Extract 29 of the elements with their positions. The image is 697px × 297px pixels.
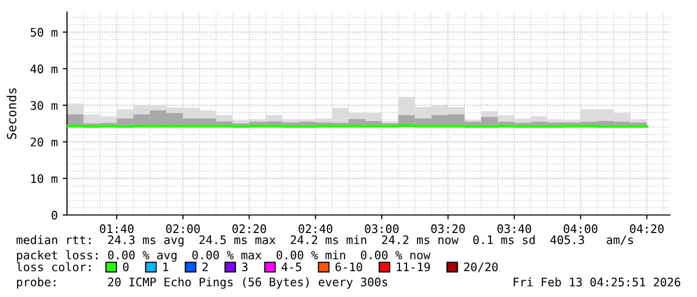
- y-tick-label: 30 m: [30, 101, 58, 110]
- x-tick-label: 03:20: [431, 224, 465, 234]
- y-tick-label: 10 m: [31, 174, 58, 184]
- legend-label: 1: [163, 262, 168, 272]
- legend-label: 6-10: [336, 262, 362, 272]
- y-axis-title: Seconds: [6, 88, 16, 139]
- legend-title: loss color:: [16, 262, 90, 272]
- y-tick-label: 50 m: [30, 28, 58, 37]
- text: median rtt: 24.3 ms avg 24.5 ms max 24.2 ms min 24.2 ms now 0.1 ms sd 405.3 am/s: [16, 235, 633, 247]
- legend-label: 3: [242, 262, 248, 272]
- legend-label: 2: [202, 262, 208, 272]
- text: Fri Feb 13 04:25:51 2026: [514, 277, 680, 286]
- x-tick-label: 04:20: [630, 224, 664, 234]
- x-tick-label: 01:40: [100, 224, 134, 234]
- x-tick-label: 02:00: [166, 224, 200, 234]
- legend-label: 4-5: [282, 262, 302, 272]
- y-tick-label: 0: [52, 210, 58, 220]
- y-tick-label: 40 m: [30, 64, 58, 74]
- legend-label: 11-19: [396, 262, 430, 272]
- x-tick-label: 03:00: [364, 224, 399, 234]
- legend-label: 20/20: [464, 262, 498, 272]
- text: packet loss: 0.00 % avg 0.00 % max 0.00 % min 0.00 % now: [17, 250, 430, 262]
- legend-label: 0: [123, 262, 129, 272]
- y-tick-label: 20 m: [30, 138, 58, 146]
- x-tick-label: 02:20: [232, 224, 266, 234]
- x-tick-label: 02:40: [298, 224, 332, 234]
- x-tick-label: 04:00: [564, 224, 598, 234]
- text: probe: 20 ICMP Echo Pings (56 Bytes) every 300s: [17, 277, 388, 289]
- x-tick-label: 03:40: [497, 224, 532, 234]
